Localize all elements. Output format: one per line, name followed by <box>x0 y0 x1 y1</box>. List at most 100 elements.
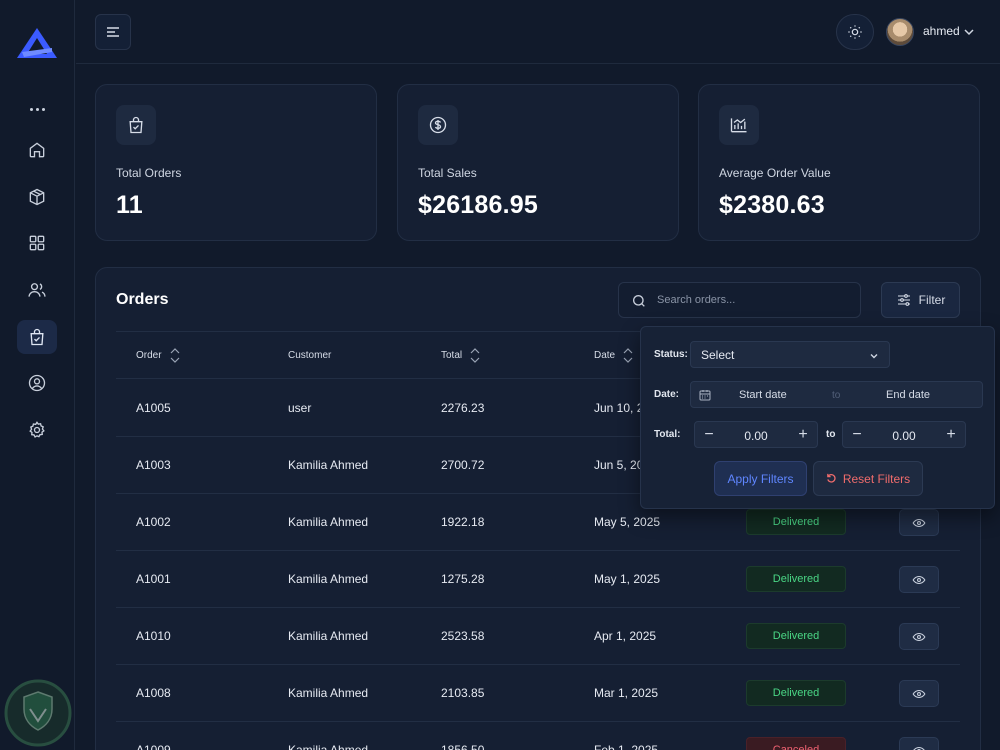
sort-icon[interactable] <box>470 347 480 364</box>
eye-icon <box>912 746 926 750</box>
table-row[interactable]: A1009 Kamilia Ahmed 1856.50 Feb 1, 2025 Canc… <box>116 722 960 750</box>
total-max-stepper[interactable]: − 0.00 + <box>842 421 966 448</box>
status-select[interactable]: Select <box>690 341 890 368</box>
cell-total: 1856.50 <box>441 743 485 750</box>
eye-icon <box>912 632 926 641</box>
total-label: Total: <box>654 429 681 440</box>
stat-label: Average Order Value <box>719 166 831 180</box>
status-badge: Delivered <box>746 680 846 706</box>
view-order-button[interactable] <box>899 737 939 750</box>
column-label: Customer <box>288 349 332 361</box>
search-box[interactable] <box>618 282 861 318</box>
plus-icon[interactable]: + <box>798 426 808 443</box>
avatar[interactable] <box>886 18 914 46</box>
minus-icon[interactable]: − <box>704 426 714 443</box>
cell-customer: user <box>288 401 312 415</box>
cell-order: A1009 <box>136 743 171 750</box>
gear-icon <box>29 421 45 438</box>
theme-toggle-button[interactable] <box>836 14 874 50</box>
cell-date: Apr 1, 2025 <box>594 629 657 643</box>
cell-order: A1001 <box>136 572 171 586</box>
view-order-button[interactable] <box>899 509 939 536</box>
search-icon <box>633 295 645 307</box>
table-header: Order Customer Total Date <box>116 331 960 379</box>
shopping-bag-check-icon <box>116 105 156 145</box>
table-row[interactable]: A1010 Kamilia Ahmed 2523.58 Apr 1, 2025 Deli… <box>116 608 960 665</box>
cell-date: May 1, 2025 <box>594 572 661 586</box>
view-order-button[interactable] <box>899 623 939 650</box>
stat-card-total-sales: Total Sales $26186.95 <box>397 84 679 241</box>
username[interactable]: ahmed <box>923 24 960 38</box>
apply-filters-button[interactable]: Apply Filters <box>714 461 807 496</box>
filter-popup: Status: Select Date: Start date to End d… <box>640 326 995 509</box>
filter-button[interactable]: Filter <box>881 282 960 318</box>
sort-icon[interactable] <box>170 347 180 364</box>
cell-total: 2523.58 <box>441 629 485 643</box>
reset-filters-button[interactable]: Reset Filters <box>813 461 923 496</box>
nav-settings[interactable] <box>17 413 57 447</box>
stat-card-total-orders: Total Orders 11 <box>95 84 377 241</box>
cell-date: Feb 1, 2025 <box>594 743 659 750</box>
status-badge: Delivered <box>746 509 846 535</box>
stat-value: $2380.63 <box>719 191 825 219</box>
total-range-separator: to <box>826 429 836 440</box>
nav-users[interactable] <box>17 273 57 307</box>
column-header-date[interactable]: Date <box>594 332 633 378</box>
sidebar <box>0 0 75 750</box>
more-dots-icon[interactable] <box>17 96 57 122</box>
total-min-value[interactable]: 0.00 <box>744 429 768 443</box>
watermark-shield-icon <box>4 679 72 747</box>
bar-chart-icon <box>719 105 759 145</box>
search-input[interactable] <box>657 283 857 317</box>
apply-filters-label: Apply Filters <box>727 471 794 486</box>
nav-orders[interactable] <box>17 320 57 354</box>
filter-button-label: Filter <box>918 293 946 307</box>
cell-customer: Kamilia Ahmed <box>288 515 369 529</box>
minus-icon[interactable]: − <box>852 426 862 443</box>
chevron-down-icon[interactable] <box>963 26 975 38</box>
eye-icon <box>912 575 926 584</box>
start-date-input[interactable]: Start date <box>739 389 787 401</box>
cell-total: 2700.72 <box>441 458 485 472</box>
table-row[interactable]: A1001 Kamilia Ahmed 1275.28 May 1, 2025 Deli… <box>116 551 960 608</box>
nav-categories[interactable] <box>17 226 57 260</box>
date-label: Date: <box>654 389 680 400</box>
column-header-total[interactable]: Total <box>441 332 480 378</box>
cell-order: A1008 <box>136 686 171 700</box>
column-label: Date <box>594 349 616 361</box>
cell-total: 1922.18 <box>441 515 485 529</box>
eye-icon <box>912 518 926 527</box>
calendar-icon <box>699 390 711 401</box>
column-label: Total <box>441 349 463 361</box>
cell-total: 1275.28 <box>441 572 485 586</box>
view-order-button[interactable] <box>899 680 939 707</box>
menu-icon <box>107 27 119 37</box>
brand-logo-icon[interactable] <box>16 26 58 60</box>
stat-label: Total Orders <box>116 166 182 180</box>
end-date-input[interactable]: End date <box>886 389 931 401</box>
cell-date: May 5, 2025 <box>594 515 661 529</box>
home-icon <box>29 142 45 158</box>
dollar-icon <box>418 105 458 145</box>
plus-icon[interactable]: + <box>946 426 956 443</box>
nav-profile[interactable] <box>17 366 57 400</box>
cell-total: 2103.85 <box>441 686 485 700</box>
view-order-button[interactable] <box>899 566 939 593</box>
menu-toggle-button[interactable] <box>95 14 131 50</box>
cell-order: A1002 <box>136 515 171 529</box>
nav-home[interactable] <box>17 133 57 167</box>
status-badge: Delivered <box>746 566 846 592</box>
column-header-customer: Customer <box>288 332 331 378</box>
column-header-order[interactable]: Order <box>136 332 180 378</box>
date-range-picker[interactable]: Start date to End date <box>690 381 983 408</box>
table-row[interactable]: A1002 Kamilia Ahmed 1922.18 May 5, 2025 Deli… <box>116 494 960 551</box>
total-max-value[interactable]: 0.00 <box>892 429 916 443</box>
users-icon <box>28 283 46 297</box>
sort-icon[interactable] <box>623 347 633 364</box>
cell-order: A1010 <box>136 629 171 643</box>
stat-label: Total Sales <box>418 166 477 180</box>
total-min-stepper[interactable]: − 0.00 + <box>694 421 818 448</box>
table-row[interactable]: A1008 Kamilia Ahmed 2103.85 Mar 1, 2025 Deli… <box>116 665 960 722</box>
topbar: ahmed <box>76 0 1000 64</box>
nav-products[interactable] <box>17 180 57 214</box>
